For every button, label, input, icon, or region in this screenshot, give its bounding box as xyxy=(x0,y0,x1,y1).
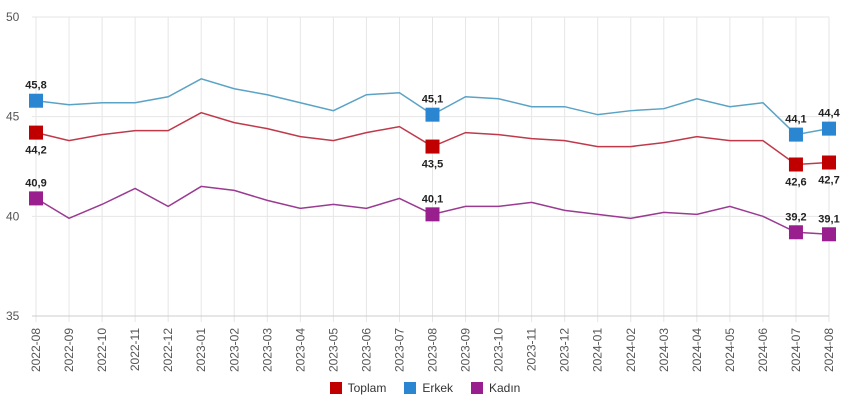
x-tick-label: 2024-06 xyxy=(756,328,770,372)
y-tick-label: 35 xyxy=(6,309,20,323)
x-tick-label: 2023-02 xyxy=(227,328,241,372)
y-tick-label: 40 xyxy=(6,209,20,223)
legend-label: Toplam xyxy=(347,381,387,395)
legend-item[interactable]: Erkek xyxy=(404,381,453,395)
x-tick-label: 2023-07 xyxy=(392,328,406,372)
x-tick-label: 2023-06 xyxy=(359,328,373,372)
data-point-marker xyxy=(788,225,803,240)
x-tick-label: 2023-11 xyxy=(525,328,539,371)
x-tick-label: 2024-05 xyxy=(723,328,737,372)
x-tick-label: 2023-04 xyxy=(293,328,307,372)
legend-swatch xyxy=(404,382,417,394)
x-tick-label: 2023-01 xyxy=(194,328,208,372)
data-point-marker xyxy=(425,139,440,154)
data-point-marker xyxy=(822,155,836,170)
x-tick-label: 2024-08 xyxy=(822,328,836,372)
data-point-marker xyxy=(29,125,43,140)
data-label: 42,7 xyxy=(818,175,839,187)
legend-item[interactable]: Toplam xyxy=(329,381,387,395)
x-tick-label: 2023-08 xyxy=(426,328,440,372)
x-tick-label: 2024-07 xyxy=(789,328,803,372)
y-tick-label: 50 xyxy=(6,10,20,24)
data-label: 45,1 xyxy=(422,94,443,106)
data-point-marker xyxy=(788,157,803,172)
data-point-marker xyxy=(425,207,440,222)
data-point-marker xyxy=(29,191,43,206)
x-tick-label: 2022-10 xyxy=(95,328,109,372)
legend-label: Kadın xyxy=(489,381,521,395)
data-point-marker xyxy=(822,227,836,242)
data-point-marker xyxy=(425,107,440,122)
x-tick-label: 2024-03 xyxy=(657,328,671,372)
data-label: 39,1 xyxy=(818,213,839,225)
legend-swatch xyxy=(329,382,342,394)
data-label: 43,5 xyxy=(422,159,443,171)
data-label: 39,2 xyxy=(785,211,806,223)
x-tick-label: 2023-03 xyxy=(260,328,274,372)
data-label: 44,1 xyxy=(785,114,806,126)
x-tick-label: 2023-10 xyxy=(492,328,506,372)
data-label: 45,8 xyxy=(25,80,46,92)
data-label: 44,4 xyxy=(818,108,840,120)
x-tick-label: 2023-05 xyxy=(326,328,340,372)
y-tick-label: 45 xyxy=(6,110,20,124)
data-point-marker xyxy=(788,127,803,142)
legend-item[interactable]: Kadın xyxy=(471,381,520,395)
data-label: 40,9 xyxy=(25,177,46,189)
x-tick-label: 2022-08 xyxy=(29,328,43,372)
legend-swatch xyxy=(471,382,483,394)
legend: Toplam Erkek Kadın xyxy=(0,381,850,395)
data-label: 42,6 xyxy=(785,177,806,189)
x-tick-label: 2022-09 xyxy=(62,328,76,372)
x-tick-label: 2024-04 xyxy=(690,328,704,372)
legend-label: Erkek xyxy=(422,381,453,395)
data-label: 40,1 xyxy=(422,193,443,205)
x-tick-label: 2024-02 xyxy=(624,328,638,372)
x-tick-label: 2023-09 xyxy=(459,328,473,372)
data-point-marker xyxy=(29,93,43,108)
x-tick-label: 2022-11 xyxy=(128,328,142,371)
data-label: 44,2 xyxy=(25,145,46,157)
x-tick-label: 2022-12 xyxy=(161,328,175,372)
data-point-marker xyxy=(822,121,836,136)
x-tick-label: 2024-01 xyxy=(591,328,605,372)
x-tick-label: 2023-12 xyxy=(558,328,572,372)
